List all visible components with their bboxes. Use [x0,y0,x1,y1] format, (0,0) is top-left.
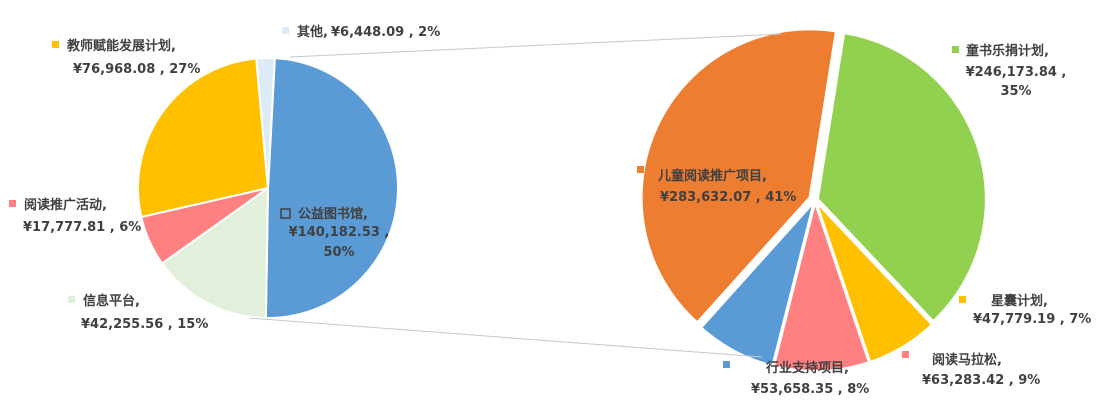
label-group-industry-support: 行业支持项目, ¥53,658.35 , 8% [723,360,869,397]
breakdown-slice-4 [640,28,838,324]
slice-label-reading-activities: 阅读推广活动, [24,197,107,213]
breakdown-slice-2 [772,199,871,372]
label-group-reading-marathon: 阅读马拉松, ¥63,283.42 , 9% [902,351,1040,388]
label-group-star-bag: 星囊计划, ¥47,779.19 , 7% [959,293,1091,327]
slice-value-public-library: ¥140,182.53 , [289,225,390,240]
label-group-children-reading: 儿童阅读推广项目, ¥283,632.07 , 41% [637,166,796,205]
slice-value-industry-support: ¥53,658.35 , 8% [751,382,869,397]
main-slice-4 [255,57,276,189]
slice-label-book-donation: 童书乐捐计划, [966,43,1049,59]
connector-line-0 [289,33,782,58]
connector-line-1 [248,317,763,358]
slice-value-children-reading: ¥283,632.07 , 41% [660,190,796,205]
legend-key-other [282,27,289,34]
label-group-book-donation: 童书乐捐计划, ¥246,173.84 , 35% [952,43,1066,99]
main-slice-1 [160,186,270,319]
main-slice-0 [264,57,399,319]
legend-key-info-platform [68,296,75,303]
slice-label-teacher-program: 教师赋能发展计划, [66,38,176,54]
legend-key-reading-marathon [902,351,909,358]
label-group-reading-activities: 阅读推广活动, ¥17,777.81 , 6% [9,197,141,235]
breakdown-slice-1 [815,201,934,364]
slice-percent-public-library: 50% [323,245,354,260]
legend-key-children-reading [637,166,644,173]
slice-label-industry-support: 行业支持项目, [765,360,849,376]
legend-key-star-bag [959,296,966,303]
label-group-info-platform: 信息平台, ¥42,255.56 , 15% [68,293,208,332]
slice-label-reading-marathon: 阅读马拉松, [932,352,1002,368]
slice-label-star-bag: 星囊计划, [991,293,1048,309]
legend-key-industry-support [723,361,730,368]
slice-label-other: 其他, [297,24,328,40]
slice-label-info-platform: 信息平台, [83,293,140,309]
label-group-other: 其他, ¥6,448.09 , 2% [282,24,440,40]
legend-key-public-library [280,208,291,219]
main-slice-3 [137,57,270,219]
slice-value-teacher-program: ¥76,968.08 , 27% [73,62,200,77]
legend-key-reading-activities [9,200,16,207]
slice-label-children-reading: 儿童阅读推广项目, [657,168,767,184]
slice-value-book-donation: ¥246,173.84 , [966,65,1067,80]
slice-value-info-platform: ¥42,255.56 , 15% [81,317,208,332]
slice-value-other: ¥6,448.09 , 2% [331,25,440,40]
legend-key-book-donation [952,46,959,53]
label-group-public-library: 公益图书馆, ¥140,182.53 , 50% [280,206,390,260]
slice-percent-book-donation: 35% [1000,84,1031,99]
main-pie [137,57,399,319]
connector-lines [248,33,782,358]
slice-label-public-library: 公益图书馆, [298,206,368,222]
slice-value-star-bag: ¥47,779.19 , 7% [973,312,1091,327]
legend-key-teacher-program [52,41,59,48]
breakdown-slice-0 [816,32,987,323]
slice-value-reading-marathon: ¥63,283.42 , 9% [922,373,1040,388]
label-group-teacher-program: 教师赋能发展计划, ¥76,968.08 , 27% [52,38,200,77]
breakdown-pie [640,28,987,372]
slice-value-reading-activities: ¥17,777.81 , 6% [23,220,141,235]
breakdown-slice-3 [699,201,815,367]
